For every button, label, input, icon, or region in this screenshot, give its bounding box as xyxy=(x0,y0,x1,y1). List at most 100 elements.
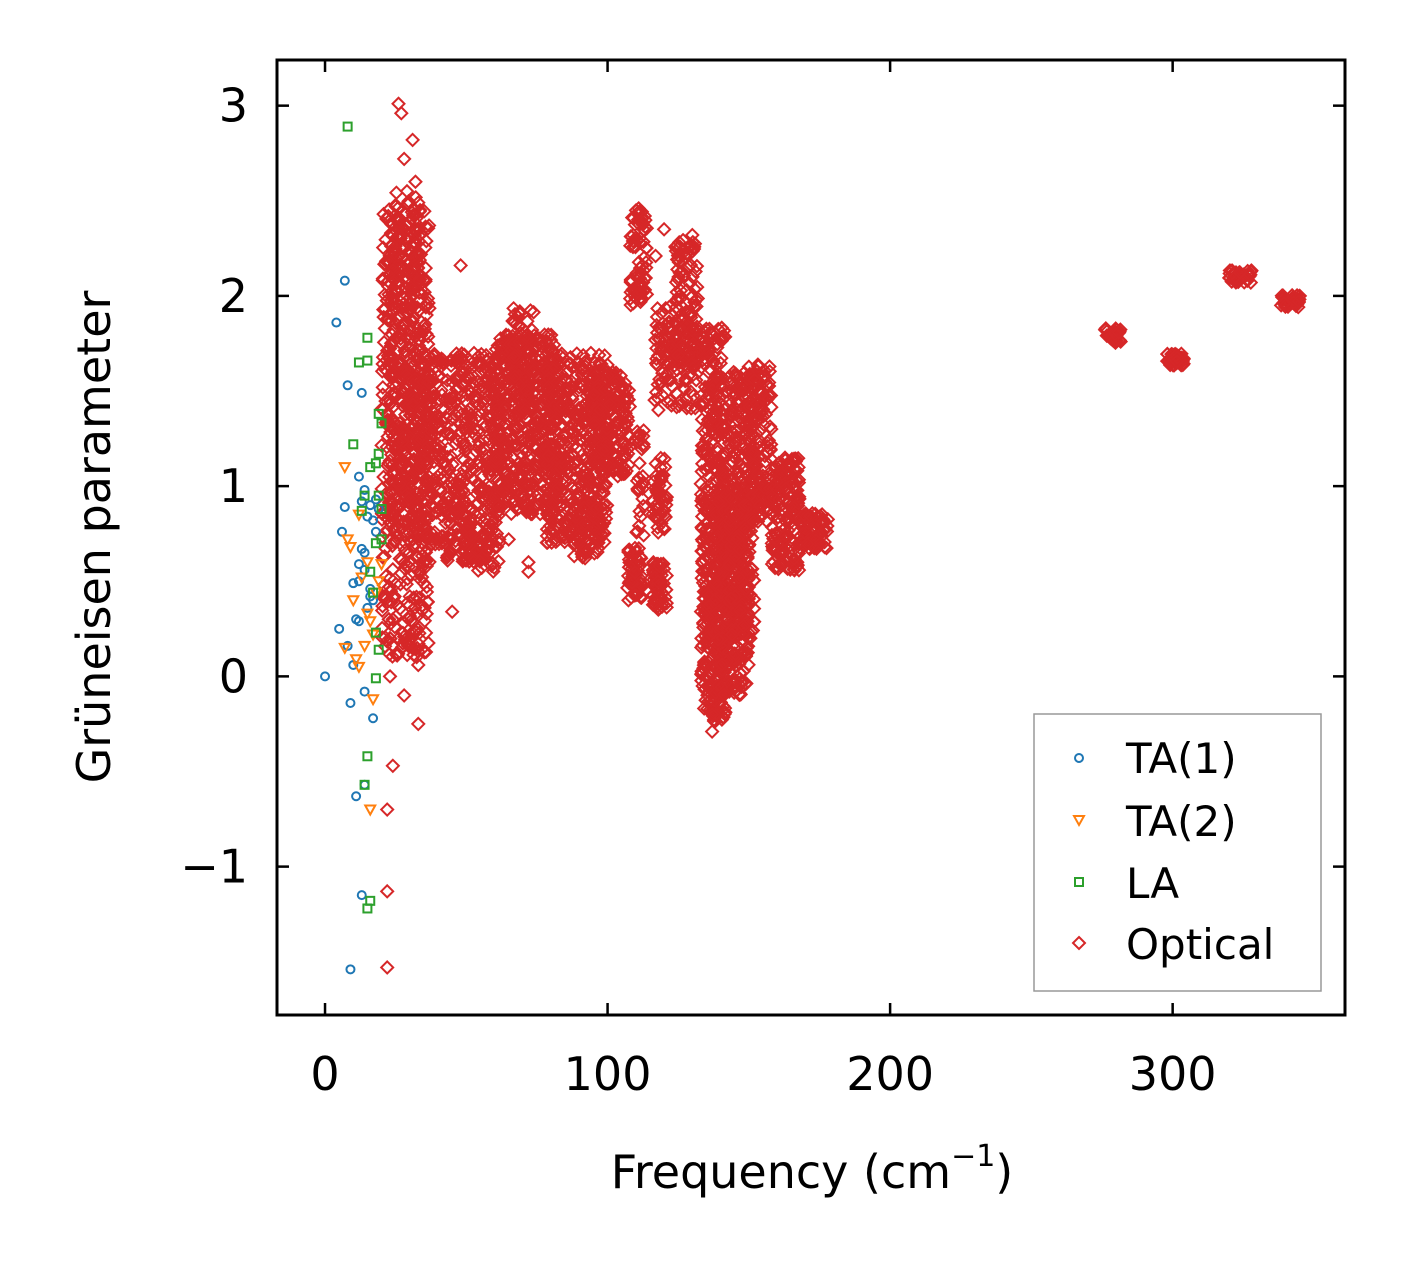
point-optical xyxy=(453,477,469,493)
point-optical xyxy=(375,598,390,614)
point-optical xyxy=(606,461,622,477)
point-la xyxy=(373,490,384,501)
point-la xyxy=(368,587,379,598)
point-optical xyxy=(635,215,651,231)
point-optical xyxy=(665,379,680,394)
point-optical xyxy=(661,314,677,330)
point-optical xyxy=(750,399,766,415)
point-optical xyxy=(728,366,743,382)
point-optical xyxy=(455,420,471,436)
point-optical xyxy=(418,552,434,568)
point-optical xyxy=(510,388,526,404)
point-optical xyxy=(506,408,522,424)
point-optical xyxy=(598,456,614,472)
point-optical xyxy=(539,535,555,551)
point-optical xyxy=(714,657,730,672)
point-optical xyxy=(599,420,615,436)
point-optical xyxy=(528,457,544,473)
point-ta1 xyxy=(334,623,345,634)
point-optical xyxy=(411,273,427,289)
point-optical xyxy=(656,221,672,237)
point-optical xyxy=(789,482,805,498)
point-optical xyxy=(600,368,615,384)
point-optical xyxy=(476,397,491,412)
point-optical xyxy=(477,510,493,526)
point-optical xyxy=(574,518,590,534)
point-optical xyxy=(382,369,398,385)
point-optical xyxy=(729,406,745,422)
point-optical xyxy=(784,505,800,521)
point-optical xyxy=(408,462,423,478)
point-optical xyxy=(522,501,537,517)
point-ta2 xyxy=(349,654,363,667)
point-optical xyxy=(405,132,421,148)
point-optical xyxy=(748,413,764,429)
point-optical xyxy=(764,519,780,535)
point-optical xyxy=(490,498,506,514)
point-optical xyxy=(544,496,560,512)
point-ta1 xyxy=(359,686,370,697)
point-optical xyxy=(623,590,639,606)
point-optical xyxy=(688,292,704,308)
point-optical xyxy=(384,482,400,498)
legend-symbol-ta2 xyxy=(1072,815,1086,828)
point-optical xyxy=(407,258,423,273)
point-optical xyxy=(460,387,475,403)
point-optical xyxy=(467,427,483,443)
point-optical xyxy=(593,500,609,515)
point-optical xyxy=(770,510,786,526)
point-optical xyxy=(566,423,582,439)
point-ta1 xyxy=(342,640,353,651)
point-optical xyxy=(713,389,729,405)
point-optical xyxy=(724,622,740,638)
point-optical xyxy=(513,325,528,341)
point-optical xyxy=(413,226,428,242)
point-optical xyxy=(551,519,567,535)
point-optical xyxy=(783,497,799,513)
point-ta1 xyxy=(359,484,370,495)
point-optical xyxy=(460,369,476,384)
point-optical xyxy=(653,322,669,338)
point-optical xyxy=(699,571,715,587)
point-optical xyxy=(750,358,766,374)
series-optical xyxy=(374,96,1308,975)
point-ta2 xyxy=(372,576,386,589)
point-optical xyxy=(590,401,606,417)
point-optical xyxy=(380,208,396,224)
point-optical xyxy=(519,421,535,437)
point-optical xyxy=(469,497,484,513)
x-tick-label: 0 xyxy=(310,1047,339,1101)
point-optical xyxy=(457,393,473,409)
point-optical xyxy=(616,398,631,414)
point-optical xyxy=(439,489,455,505)
point-optical xyxy=(407,227,423,243)
point-ta1 xyxy=(365,500,376,511)
point-optical xyxy=(398,294,414,309)
point-optical xyxy=(440,548,456,564)
point-optical xyxy=(402,356,418,371)
point-optical xyxy=(443,544,459,560)
point-optical xyxy=(419,558,435,574)
point-optical xyxy=(651,478,667,493)
point-ta2 xyxy=(357,640,372,653)
point-optical xyxy=(550,352,566,368)
point-optical xyxy=(814,507,830,522)
point-optical xyxy=(437,425,453,440)
point-optical xyxy=(569,507,585,522)
point-ta2 xyxy=(363,616,377,629)
point-optical xyxy=(627,588,643,603)
point-optical xyxy=(410,657,426,673)
point-optical xyxy=(393,565,409,581)
point-optical xyxy=(1159,346,1175,362)
point-optical xyxy=(396,514,411,530)
point-optical xyxy=(801,540,817,556)
point-optical xyxy=(688,372,704,388)
point-optical xyxy=(492,416,507,431)
point-optical xyxy=(420,487,436,503)
point-optical xyxy=(622,399,638,415)
point-optical xyxy=(813,535,829,551)
point-optical xyxy=(714,320,730,336)
point-optical xyxy=(463,510,479,526)
point-ta2 xyxy=(366,694,380,707)
point-optical xyxy=(630,270,646,286)
